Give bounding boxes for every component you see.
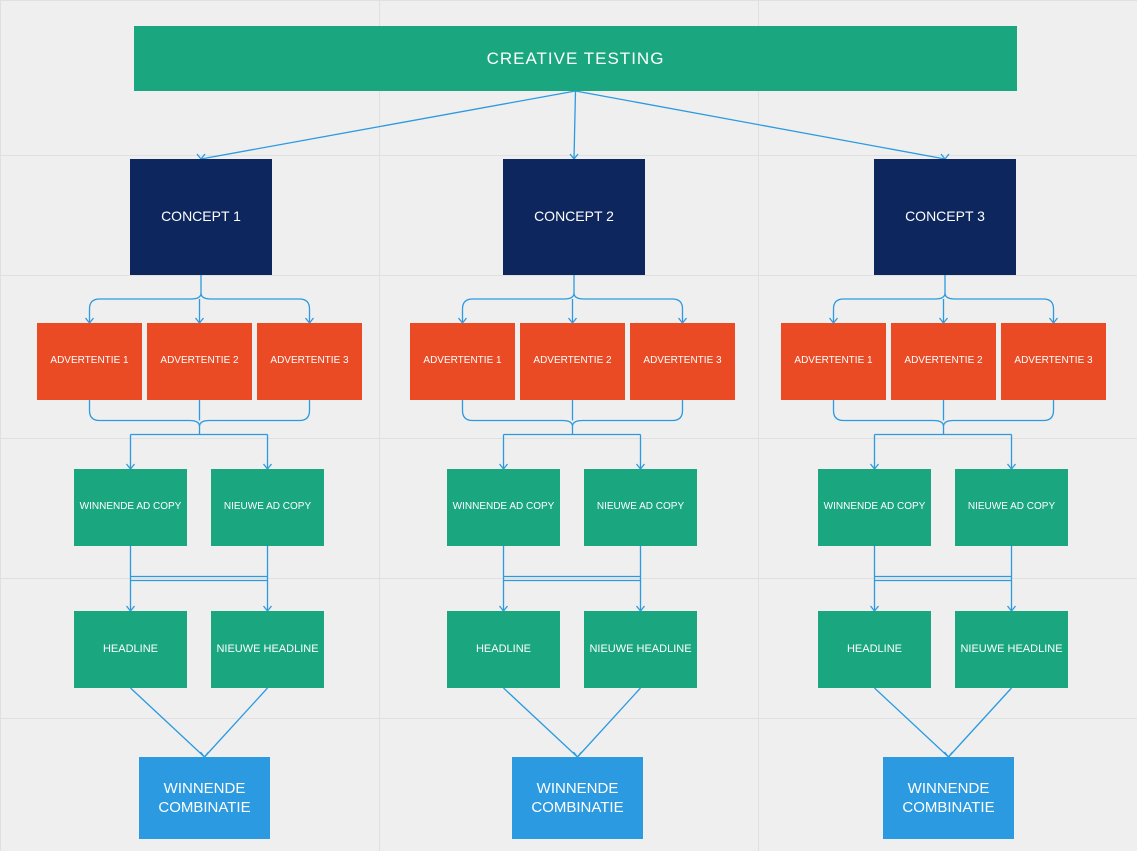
copy-node-2-2: NIEUWE AD COPY <box>584 469 697 546</box>
root-node: CREATIVE TESTING <box>134 26 1017 91</box>
headline-node-2-2: NIEUWE HEADLINE <box>584 611 697 688</box>
ad-node-3-3: ADVERTENTIE 3 <box>1001 323 1106 400</box>
connector-layer <box>0 0 1137 851</box>
copy-node-1-1: WINNENDE AD COPY <box>74 469 187 546</box>
ad-node-1-1: ADVERTENTIE 1 <box>37 323 142 400</box>
ad-node-2-1: ADVERTENTIE 1 <box>410 323 515 400</box>
headline-node-2-1: HEADLINE <box>447 611 560 688</box>
win-node-1: WINNENDECOMBINATIE <box>139 757 270 839</box>
headline-node-1-1: HEADLINE <box>74 611 187 688</box>
ad-node-3-2: ADVERTENTIE 2 <box>891 323 996 400</box>
concept-node-1: CONCEPT 1 <box>130 159 272 275</box>
concept-node-2: CONCEPT 2 <box>503 159 645 275</box>
diagram-canvas: CREATIVE TESTINGCONCEPT 1ADVERTENTIE 1AD… <box>0 0 1137 851</box>
copy-node-1-2: NIEUWE AD COPY <box>211 469 324 546</box>
copy-node-3-1: WINNENDE AD COPY <box>818 469 931 546</box>
ad-node-2-3: ADVERTENTIE 3 <box>630 323 735 400</box>
win-node-2: WINNENDECOMBINATIE <box>512 757 643 839</box>
concept-node-3: CONCEPT 3 <box>874 159 1016 275</box>
ad-node-2-2: ADVERTENTIE 2 <box>520 323 625 400</box>
win-node-3: WINNENDECOMBINATIE <box>883 757 1014 839</box>
copy-node-2-1: WINNENDE AD COPY <box>447 469 560 546</box>
ad-node-3-1: ADVERTENTIE 1 <box>781 323 886 400</box>
background-grid <box>0 0 1137 851</box>
headline-node-1-2: NIEUWE HEADLINE <box>211 611 324 688</box>
ad-node-1-2: ADVERTENTIE 2 <box>147 323 252 400</box>
ad-node-1-3: ADVERTENTIE 3 <box>257 323 362 400</box>
headline-node-3-1: HEADLINE <box>818 611 931 688</box>
headline-node-3-2: NIEUWE HEADLINE <box>955 611 1068 688</box>
copy-node-3-2: NIEUWE AD COPY <box>955 469 1068 546</box>
